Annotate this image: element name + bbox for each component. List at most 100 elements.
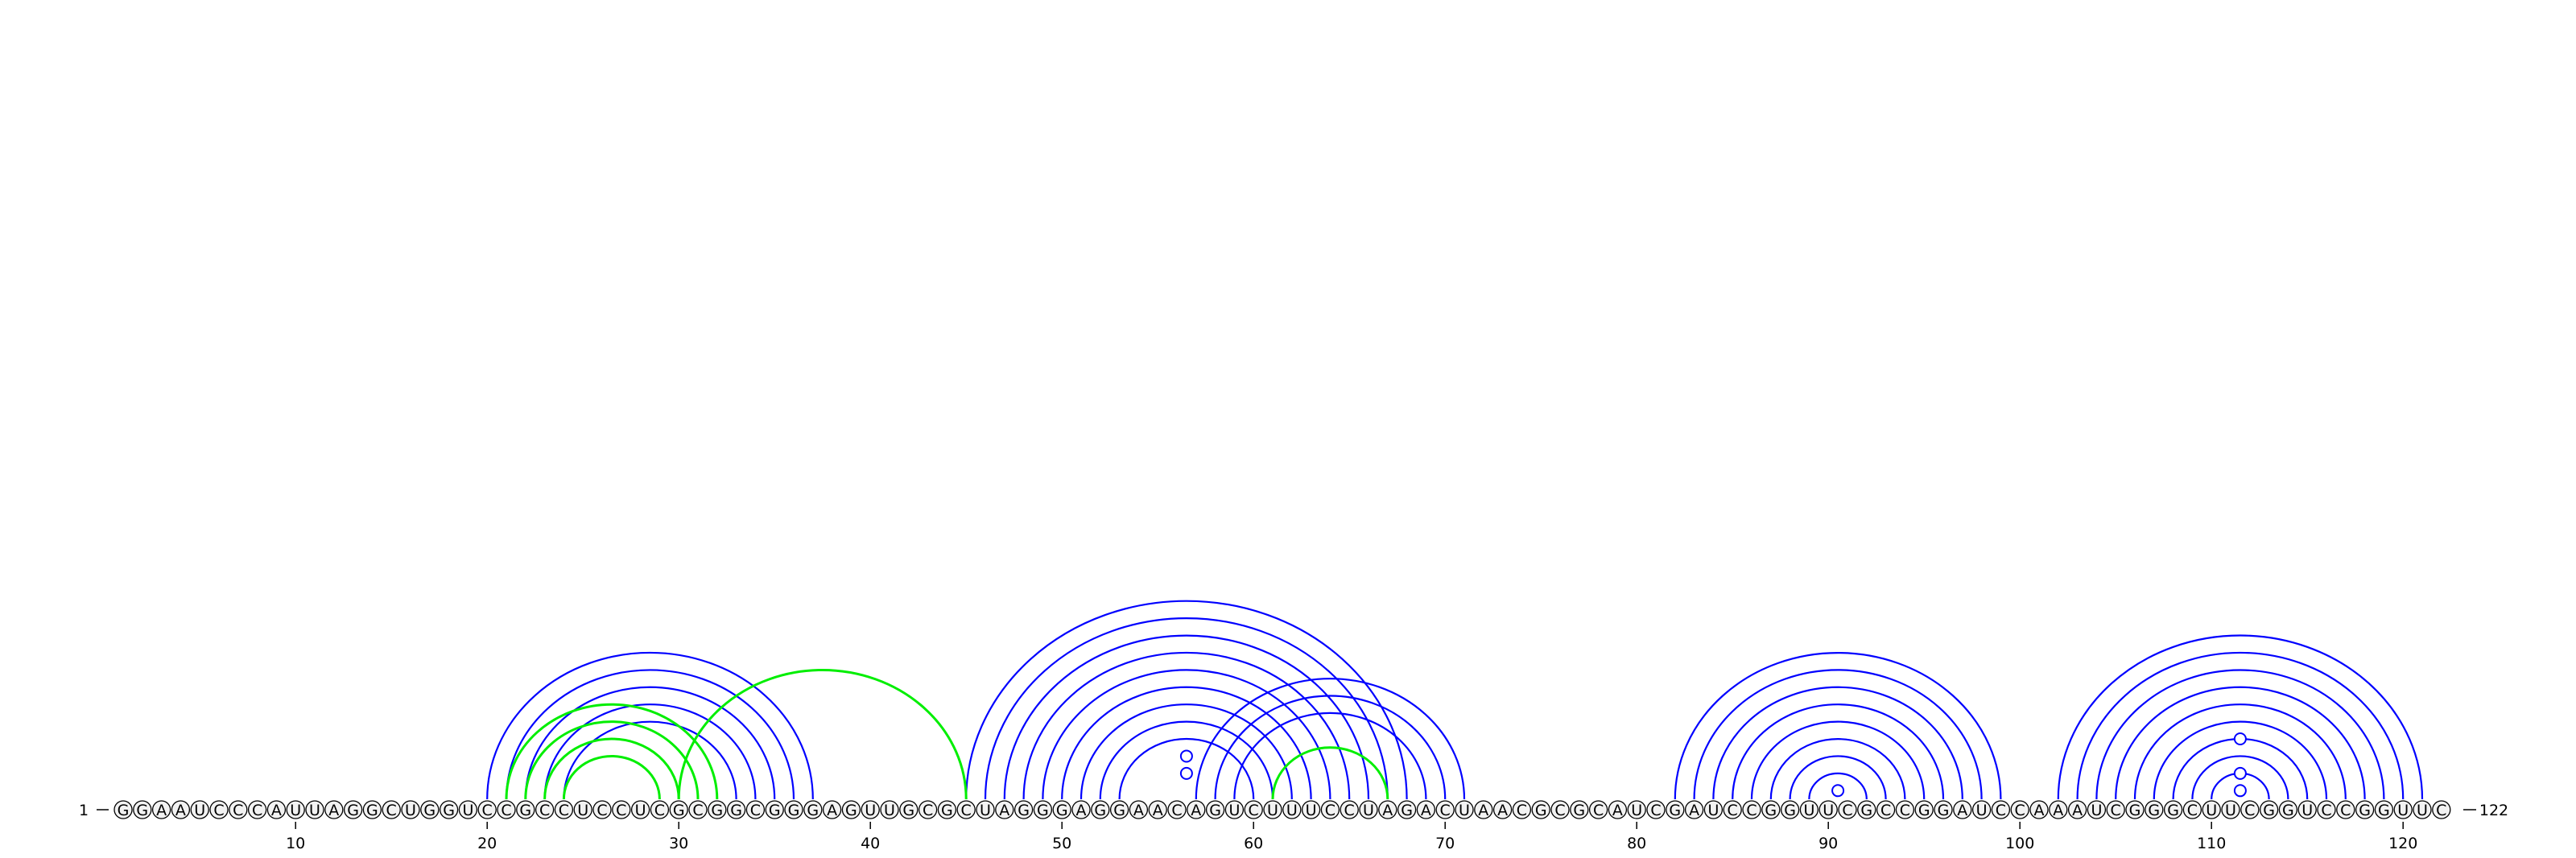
nucleotide-label: G xyxy=(2359,802,2371,819)
loop-markers xyxy=(1179,732,2247,798)
nucleotide-circle xyxy=(688,800,708,819)
nucleotide-circle xyxy=(1167,800,1187,819)
nucleotide-circle xyxy=(2336,800,2355,819)
nucleotide-circle xyxy=(497,800,516,819)
nucleotide-circle xyxy=(2145,800,2164,819)
nucleotide-label: C xyxy=(233,802,243,819)
nucleotide-circle xyxy=(2029,800,2049,819)
blue-base-pair-arc xyxy=(524,686,776,800)
blue-base-pair-arc xyxy=(2115,686,2366,800)
nucleotide-circle xyxy=(2393,800,2413,819)
nucleotide-label: A xyxy=(1689,802,1699,819)
green-base-pair-arc xyxy=(524,720,700,800)
nucleotide-label: C xyxy=(1996,802,2006,819)
nucleotide-label: G xyxy=(423,802,436,819)
nucleotide-circle xyxy=(1033,800,1053,819)
nucleotide-circle xyxy=(1301,800,1321,819)
nucleotide-label: G xyxy=(1018,802,1030,819)
nucleotide-circle xyxy=(1397,800,1417,819)
nucleotide-label: U xyxy=(405,802,416,819)
position-tick-label: 40 xyxy=(861,835,880,852)
nucleotide-label: C xyxy=(1249,802,1259,819)
position-tick-label: 80 xyxy=(1627,835,1646,852)
nucleotide-label: C xyxy=(2321,802,2331,819)
nucleotide-label: C xyxy=(750,802,761,819)
nucleotide-circle xyxy=(1531,800,1550,819)
nucleotide-label: A xyxy=(2072,802,2083,819)
nucleotide-circle xyxy=(401,800,420,819)
green-base-pair-arc xyxy=(543,737,680,800)
nucleotide-label: A xyxy=(156,802,167,819)
base-pair-arcs xyxy=(486,600,2424,800)
nucleotide-label: U xyxy=(1707,802,1719,819)
nucleotide-circle xyxy=(745,800,766,819)
blue-base-pair-arc xyxy=(1769,738,1906,800)
nucleotide-label: G xyxy=(136,802,148,819)
nucleotide-label: C xyxy=(597,802,607,819)
blue-base-pair-arc xyxy=(2076,651,2405,800)
nucleotide-circle xyxy=(1052,800,1071,819)
nucleotide-circle xyxy=(133,800,152,819)
position-tick-label: 50 xyxy=(1052,835,1071,852)
nucleotide-circle xyxy=(573,800,592,819)
nucleotide-label: G xyxy=(2167,802,2179,819)
blue-base-pair-arc xyxy=(984,617,1389,800)
nucleotide-label: G xyxy=(519,802,531,819)
nucleotide-circle xyxy=(2087,800,2107,819)
nucleotide-circle xyxy=(784,800,803,819)
green-base-pair-arc xyxy=(505,703,719,800)
nucleotide-circle xyxy=(1723,800,1742,819)
nucleotide-label: G xyxy=(1056,802,1068,819)
nucleotide-circle xyxy=(2240,800,2260,819)
nucleotide-circle xyxy=(841,800,861,819)
backbone: 1 122 xyxy=(79,802,2508,819)
nucleotide-circle xyxy=(630,800,650,819)
nucleotide-label: U xyxy=(2091,802,2102,819)
nucleotide-label: A xyxy=(1957,802,1967,819)
nucleotide-circle xyxy=(1474,800,1493,819)
nucleotide-circle xyxy=(477,800,497,819)
nucleotide-circle xyxy=(1263,800,1282,819)
nucleotide-circle xyxy=(1971,800,1992,819)
nucleotide-circle xyxy=(1378,800,1397,819)
nucleotide-label: C xyxy=(1650,802,1661,819)
nucleotide-circle xyxy=(708,800,727,819)
blue-base-pair-arc xyxy=(1750,720,1926,800)
nucleotide-circle xyxy=(1455,800,1474,819)
nucleotide-circle xyxy=(976,800,995,819)
blue-base-pair-arc xyxy=(1118,738,1255,800)
nucleotide-circle xyxy=(229,800,248,819)
position-tick-label: 60 xyxy=(1244,835,1263,852)
nucleotide-circle xyxy=(861,800,880,819)
nucleotide-circle xyxy=(1838,800,1857,819)
nucleotide-circle xyxy=(1588,800,1608,819)
nucleotide-label: C xyxy=(213,802,224,819)
nucleotide-circle xyxy=(2202,800,2221,819)
nucleotide-circle xyxy=(1934,800,1953,819)
nucleotide-circle xyxy=(899,800,919,819)
nucleotide-label: A xyxy=(328,802,339,819)
blue-base-pair-arc xyxy=(543,703,757,800)
nucleotide-label: C xyxy=(2340,802,2351,819)
nucleotide-label: A xyxy=(1612,802,1623,819)
nucleotide-label: G xyxy=(730,802,742,819)
position-tick-label: 90 xyxy=(1818,835,1838,852)
nucleotide-label: U xyxy=(290,802,301,819)
nucleotide-circle xyxy=(1991,800,2011,819)
nucleotide-label: G xyxy=(769,802,781,819)
nucleotide-circle xyxy=(2432,800,2451,819)
blue-base-pair-arc xyxy=(1042,669,1331,800)
loop-marker xyxy=(1179,766,1193,780)
nucleotide-circle xyxy=(362,800,382,819)
nucleotide-circle xyxy=(2125,800,2145,819)
nucleotide-label: C xyxy=(1171,802,1182,819)
nucleotide-label: C xyxy=(654,802,665,819)
nucleotide-label: C xyxy=(1880,802,1891,819)
nucleotide-circle xyxy=(1013,800,1034,819)
nucleotide-circle xyxy=(1282,800,1302,819)
blue-base-pair-arc xyxy=(2133,703,2347,800)
nucleotide-circle xyxy=(937,800,957,819)
nucleotide-label: U xyxy=(194,802,205,819)
